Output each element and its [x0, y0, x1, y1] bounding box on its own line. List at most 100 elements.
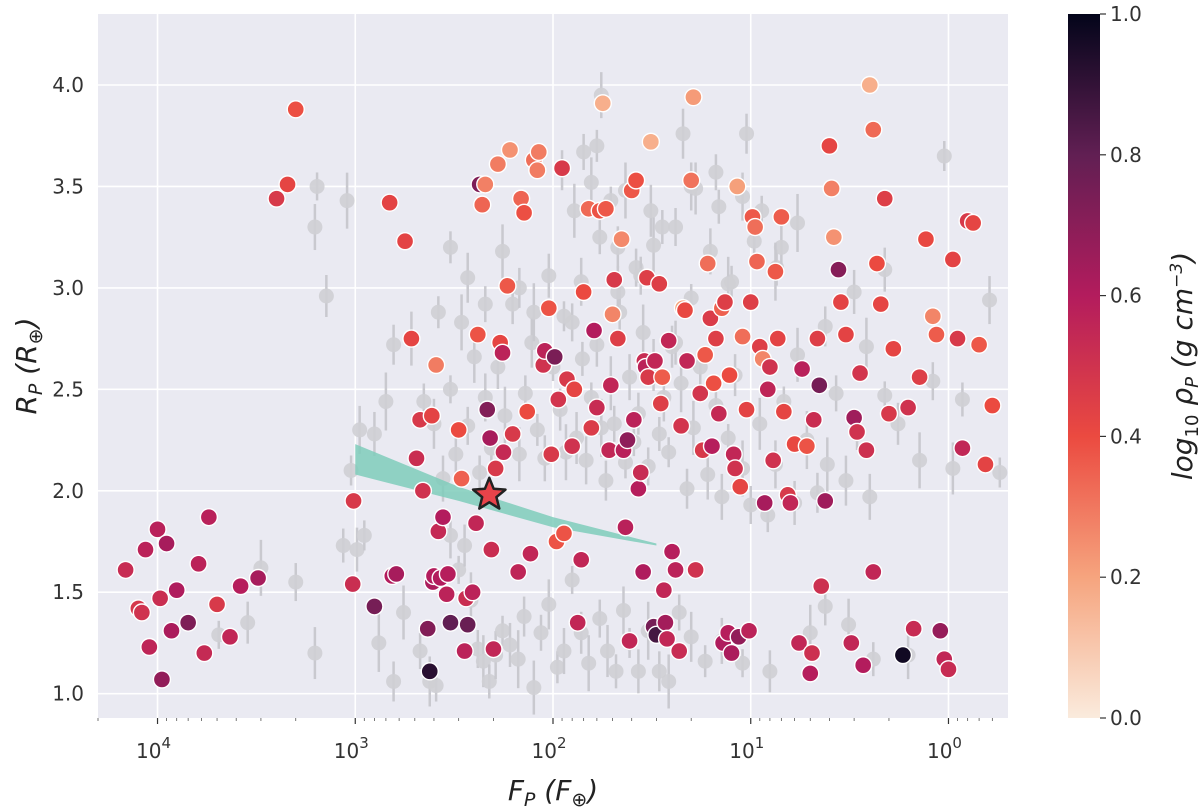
data-point: [763, 451, 783, 470]
grey-point: [714, 489, 730, 505]
data-point: [853, 656, 873, 675]
x-tick-label: 100: [927, 734, 962, 763]
data-point: [755, 493, 774, 513]
data-point: [574, 282, 593, 302]
data-point: [493, 343, 512, 363]
data-point: [864, 120, 883, 139]
data-point: [438, 564, 458, 584]
grey-point: [541, 268, 557, 284]
colorbar-gradient: [1068, 14, 1100, 718]
data-point: [554, 524, 574, 543]
data-point: [601, 376, 621, 395]
grey-point: [556, 308, 572, 324]
grey-point: [430, 304, 446, 320]
data-point: [402, 329, 421, 348]
data-point: [760, 357, 780, 377]
data-point: [248, 568, 268, 588]
data-point: [691, 384, 710, 403]
grey-point: [309, 178, 325, 194]
data-point: [629, 479, 648, 498]
data-point: [768, 329, 787, 348]
grey-point: [495, 623, 511, 639]
data-point: [466, 514, 486, 533]
data-point: [605, 270, 624, 289]
data-point: [766, 262, 785, 281]
data-point: [758, 380, 777, 399]
grey-point: [589, 337, 605, 353]
data-point: [948, 329, 967, 348]
data-point: [437, 585, 456, 604]
data-point: [449, 420, 468, 440]
data-point: [953, 438, 972, 458]
grey-point: [549, 659, 565, 675]
grey-point: [846, 284, 862, 300]
colorbar-tick-label: 0.2: [1110, 565, 1142, 589]
data-point: [722, 643, 741, 663]
data-point: [641, 132, 661, 152]
grey-point: [817, 318, 833, 334]
data-point: [480, 428, 500, 448]
data-point: [666, 560, 685, 580]
data-point: [739, 621, 759, 640]
y-axis-label: RP (R⊕): [10, 317, 47, 414]
data-point: [820, 136, 839, 156]
grey-point: [288, 574, 304, 590]
grey-point: [412, 643, 428, 659]
grey-point: [490, 359, 506, 375]
data-point: [545, 347, 564, 367]
grey-point: [982, 292, 998, 308]
data-point: [983, 396, 1002, 415]
grey-point: [651, 426, 667, 442]
data-point: [584, 321, 604, 340]
grey-point: [541, 596, 557, 612]
data-point: [500, 140, 520, 160]
grey-point: [349, 542, 365, 558]
data-point: [608, 329, 628, 348]
data-point: [686, 560, 705, 580]
data-point: [633, 562, 653, 582]
data-point: [286, 100, 305, 119]
grey-point: [720, 430, 736, 446]
data-point: [963, 213, 983, 233]
grey-point: [378, 394, 394, 410]
grey-point: [592, 611, 608, 627]
data-point: [343, 574, 362, 594]
data-point: [916, 229, 936, 249]
grey-point: [366, 426, 382, 442]
grey-point: [386, 673, 402, 689]
data-point: [662, 542, 682, 561]
data-point: [774, 402, 794, 421]
data-point: [552, 158, 572, 178]
grey-point: [477, 296, 493, 312]
y-tick-label: 4.0: [52, 73, 84, 97]
colorbar-tick-label: 0.8: [1110, 143, 1142, 167]
grey-point: [925, 373, 941, 389]
grey-point: [735, 655, 751, 671]
data-point: [824, 227, 844, 247]
grey-point: [511, 446, 527, 462]
grey-point: [510, 651, 526, 667]
grey-point: [581, 655, 597, 671]
data-point: [167, 580, 186, 600]
grey-point: [566, 203, 582, 219]
y-tick-label: 1.0: [52, 682, 84, 706]
data-point: [140, 637, 159, 657]
grey-point: [524, 335, 540, 351]
data-point: [910, 367, 929, 387]
data-point: [476, 175, 495, 194]
grey-point: [517, 385, 533, 401]
data-point: [650, 274, 669, 294]
data-point: [850, 363, 870, 383]
grey-point: [838, 473, 854, 489]
data-point: [976, 455, 995, 474]
data-point: [653, 367, 672, 387]
data-point: [857, 440, 876, 460]
grey-point: [671, 605, 687, 621]
grey-point: [945, 460, 961, 476]
data-point: [860, 75, 879, 95]
grey-point: [936, 148, 952, 164]
data-point: [879, 404, 899, 423]
grey-point: [472, 465, 488, 481]
data-point: [657, 629, 677, 649]
